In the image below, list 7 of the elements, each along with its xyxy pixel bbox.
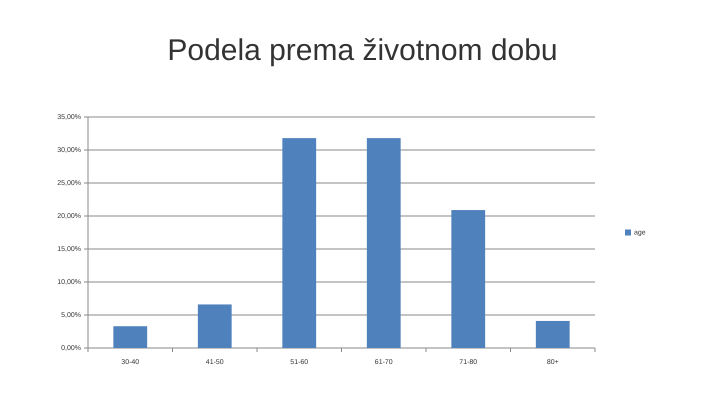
bar — [113, 326, 148, 348]
bar — [366, 138, 401, 348]
chart-title: Podela prema životnom dobu — [167, 34, 558, 67]
bar — [451, 210, 486, 348]
bar — [536, 320, 570, 348]
bar — [282, 138, 316, 348]
bar — [198, 304, 232, 348]
